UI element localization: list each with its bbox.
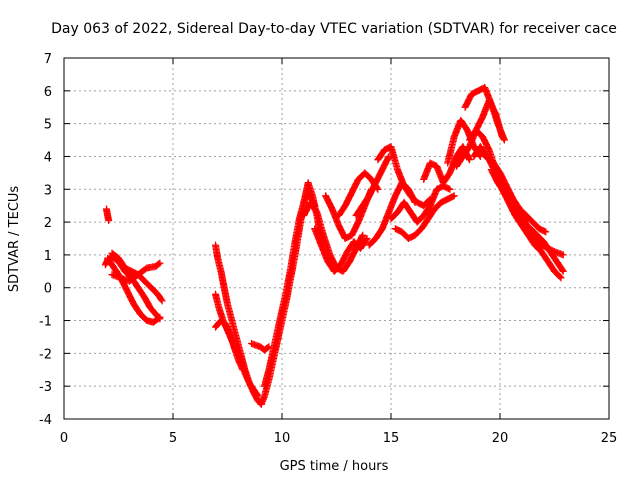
y-tick-label: 0 <box>44 282 52 297</box>
x-tick-label: 25 <box>601 431 618 446</box>
x-tick-label: 10 <box>274 431 291 446</box>
data-point <box>155 260 163 268</box>
y-tick-label: 2 <box>44 216 52 231</box>
data-point <box>558 266 566 274</box>
x-tick-label: 5 <box>169 431 177 446</box>
data-point <box>254 392 262 400</box>
data-point <box>557 274 565 282</box>
data-point <box>156 313 164 321</box>
y-axis-label: SDTVAR / TECUs <box>7 186 22 293</box>
y-tick-label: -1 <box>39 315 52 330</box>
data-point <box>105 217 113 224</box>
data-point <box>253 391 261 399</box>
data-point <box>466 156 473 164</box>
x-tick-label: 15 <box>383 431 400 446</box>
data-point <box>449 193 457 200</box>
grid-lines <box>64 58 609 419</box>
x-tick-labels: 0 5 10 15 20 25 <box>60 431 617 446</box>
y-tick-label: -3 <box>39 380 52 395</box>
y-tick-label: 7 <box>44 52 52 67</box>
tick-marks <box>63 57 610 420</box>
y-tick-label: 4 <box>44 150 52 165</box>
data-point <box>542 228 550 236</box>
data-points <box>101 84 567 408</box>
data-point <box>358 233 366 240</box>
y-tick-label: 3 <box>44 183 52 198</box>
data-point <box>362 236 370 244</box>
data-point <box>155 314 163 322</box>
data-point <box>559 267 567 275</box>
y-tick-label: 5 <box>44 118 52 133</box>
y-tick-label: -4 <box>39 413 52 428</box>
data-point <box>445 185 453 193</box>
data-point <box>157 296 165 303</box>
data-point <box>450 192 458 200</box>
y-tick-label: 6 <box>44 85 52 100</box>
y-tick-label: -2 <box>39 347 52 362</box>
y-tick-label: 1 <box>44 249 52 264</box>
data-point <box>465 154 473 162</box>
x-tick-label: 20 <box>492 431 509 446</box>
data-point <box>385 153 393 160</box>
data-point <box>556 273 564 281</box>
chart-title: Day 063 of 2022, Sidereal Day-to-day VTE… <box>51 21 617 37</box>
data-point <box>359 231 367 239</box>
data-point <box>363 235 371 242</box>
data-point <box>238 364 246 372</box>
plot-frame <box>63 57 610 420</box>
data-point <box>158 297 166 305</box>
data-point <box>239 366 247 374</box>
data-point <box>500 136 508 144</box>
x-axis-label: GPS time / hours <box>280 459 389 474</box>
data-point <box>446 185 454 193</box>
data-point <box>156 259 164 267</box>
x-tick-label: 0 <box>60 431 68 446</box>
data-point <box>264 344 272 352</box>
y-tick-labels: -4 -3 -2 -1 0 1 2 3 4 5 6 7 <box>39 52 52 428</box>
data-point <box>559 251 567 259</box>
